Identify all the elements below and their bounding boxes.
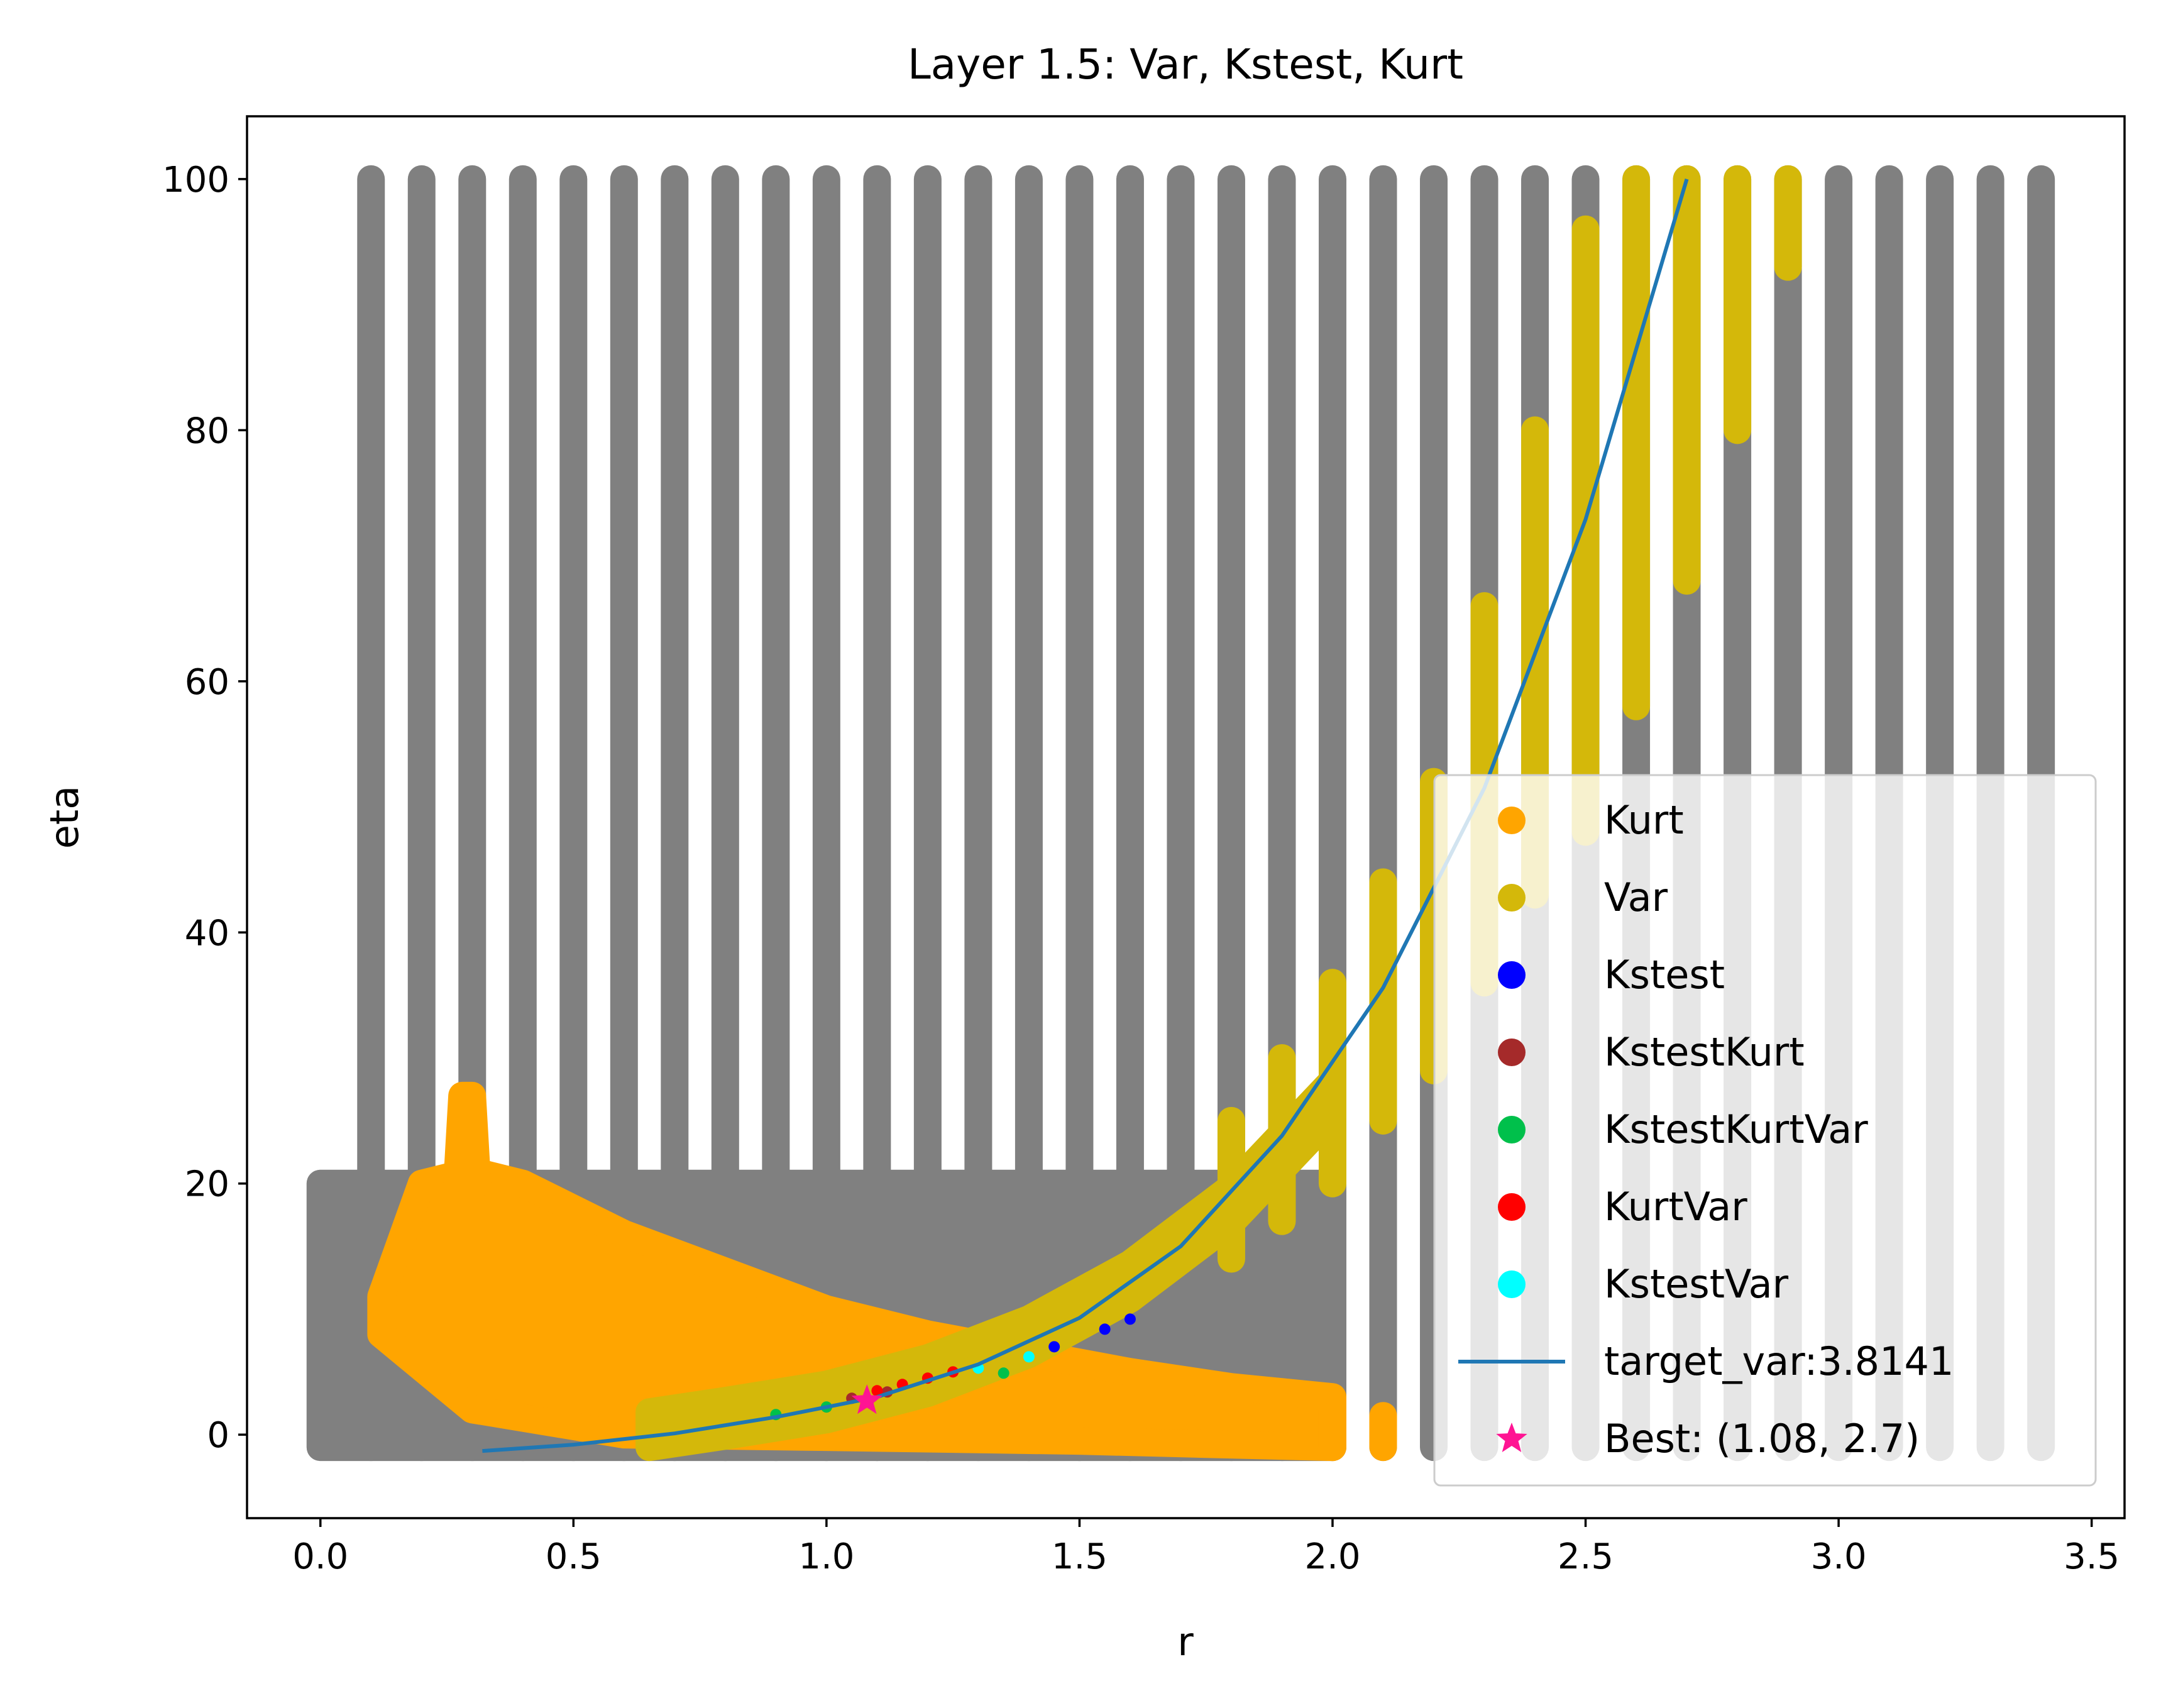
x-tick-label: 2.5 [1558, 1536, 1614, 1577]
legend-swatch-kstest [1498, 961, 1526, 989]
y-tick-label: 100 [162, 160, 229, 201]
axes-frame [246, 115, 2126, 1519]
x-tick-label: 3.0 [1811, 1536, 1867, 1577]
y-tick-label: 20 [185, 1164, 229, 1205]
x-axis-label: r [1177, 1619, 1194, 1665]
marker-kstestvar [1023, 1351, 1035, 1363]
legend-swatch-kurtvar [1498, 1193, 1526, 1221]
x-axis-ticks: 0.0 0.5 1.0 1.5 2.0 2.5 3.0 3.5 [292, 1518, 2120, 1577]
legend-label: Kstest [1604, 952, 1725, 998]
legend: KurtVarKstestKstestKurtKstestKurtVarKurt… [1433, 774, 2097, 1487]
legend-label: KstestKurt [1604, 1029, 1805, 1075]
y-tick-label: 40 [185, 913, 229, 954]
legend-swatch-kstestvar [1498, 1270, 1526, 1298]
legend-entries: KurtVarKstestKstestKurtKstestKurtVarKurt… [1458, 797, 1954, 1462]
legend-swatch-kurt [1498, 807, 1526, 834]
marker-kurtvar [871, 1385, 883, 1397]
marker-kstestkurtvar [998, 1367, 1009, 1379]
legend-label: KstestKurtVar [1604, 1106, 1868, 1152]
y-tick-label: 60 [185, 662, 229, 703]
x-tick-label: 2.0 [1304, 1536, 1360, 1577]
kurt-spike [443, 1081, 492, 1198]
marker-kstest [1099, 1323, 1111, 1335]
legend-label: Var [1604, 874, 1668, 920]
y-axis-label: eta [41, 786, 87, 849]
marker-kstest [1124, 1313, 1136, 1325]
legend-star-swatch [1496, 1423, 1527, 1452]
y-tick-label: 0 [207, 1415, 229, 1456]
x-tick-label: 0.0 [292, 1536, 348, 1577]
legend-swatch-var [1498, 884, 1526, 912]
legend-label: Best: (1.08, 2.7) [1604, 1416, 1920, 1462]
legend-label: KurtVar [1604, 1184, 1747, 1230]
plot-area [306, 165, 2055, 1462]
x-tick-label: 1.0 [798, 1536, 854, 1577]
best-star [851, 1384, 883, 1414]
kurt-area [367, 1157, 1346, 1462]
x-tick-label: 0.5 [546, 1536, 602, 1577]
legend-swatch-kstestkurtvar [1498, 1116, 1526, 1143]
marker-kstest [1048, 1341, 1060, 1353]
legend-swatch-kstestkurt [1498, 1039, 1526, 1066]
y-axis-ticks: 0 20 40 60 80 100 [162, 160, 247, 1456]
y-tick-label: 80 [185, 410, 229, 451]
best-marker [851, 1384, 883, 1414]
x-tick-label: 1.5 [1052, 1536, 1108, 1577]
chart-title: Layer 1.5: Var, Kstest, Kurt [908, 40, 1463, 89]
kurt-region [367, 1081, 1397, 1462]
legend-label: target_var:3.8141 [1604, 1338, 1954, 1384]
x-tick-label: 3.5 [2064, 1536, 2120, 1577]
legend-box [1433, 774, 2097, 1487]
legend-label: Kurt [1604, 797, 1684, 843]
legend-label: KstestVar [1604, 1261, 1789, 1307]
